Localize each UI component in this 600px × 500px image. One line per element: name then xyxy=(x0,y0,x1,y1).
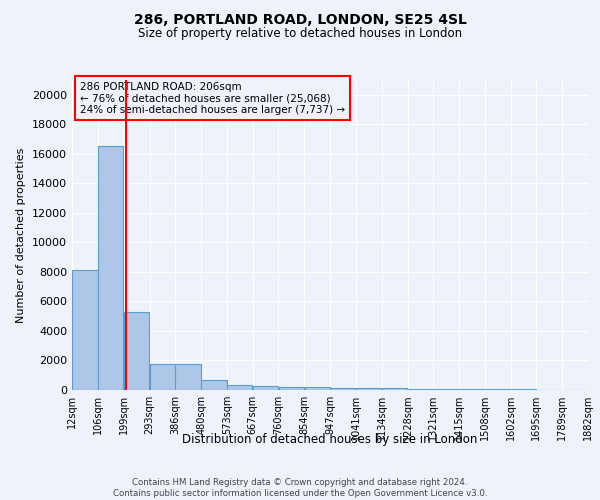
Text: Distribution of detached houses by size in London: Distribution of detached houses by size … xyxy=(182,432,478,446)
Bar xyxy=(356,388,382,390)
Bar xyxy=(72,270,98,390)
Text: 286, PORTLAND ROAD, LONDON, SE25 4SL: 286, PORTLAND ROAD, LONDON, SE25 4SL xyxy=(134,12,466,26)
Y-axis label: Number of detached properties: Number of detached properties xyxy=(16,148,26,322)
Bar xyxy=(98,146,124,390)
Bar xyxy=(460,389,485,390)
Text: 286 PORTLAND ROAD: 206sqm
← 76% of detached houses are smaller (25,068)
24% of s: 286 PORTLAND ROAD: 206sqm ← 76% of detac… xyxy=(80,82,345,115)
Bar xyxy=(253,386,278,390)
Text: Size of property relative to detached houses in London: Size of property relative to detached ho… xyxy=(138,28,462,40)
Bar xyxy=(408,388,433,390)
Bar xyxy=(175,364,201,390)
Bar xyxy=(150,364,175,390)
Bar xyxy=(202,380,227,390)
Bar xyxy=(382,388,407,390)
Text: Contains HM Land Registry data © Crown copyright and database right 2024.
Contai: Contains HM Land Registry data © Crown c… xyxy=(113,478,487,498)
Bar xyxy=(227,386,253,390)
Bar xyxy=(330,388,356,390)
Bar xyxy=(305,388,330,390)
Bar xyxy=(433,389,459,390)
Bar xyxy=(278,387,304,390)
Bar xyxy=(124,312,149,390)
